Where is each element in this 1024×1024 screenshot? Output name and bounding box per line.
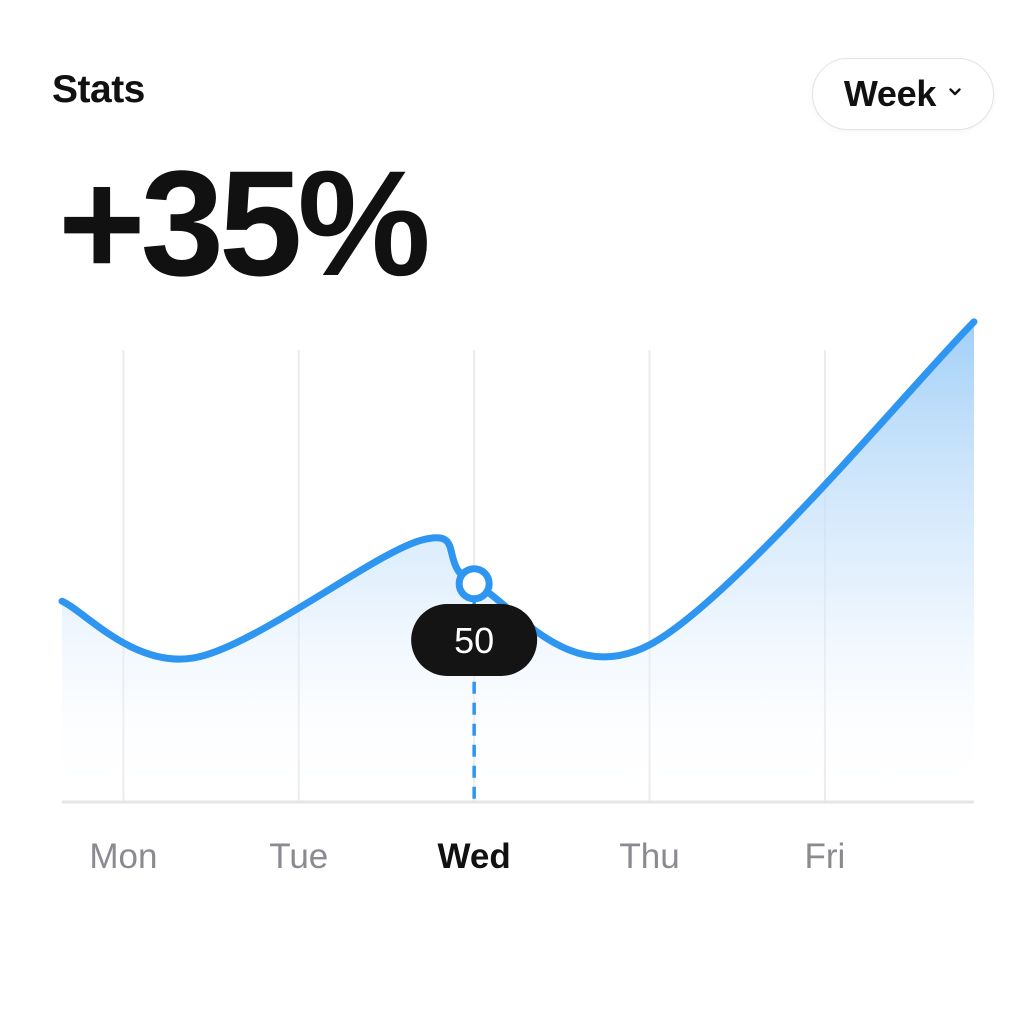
period-dropdown[interactable]: Week <box>812 58 994 130</box>
chevron-down-icon <box>949 88 961 96</box>
stats-headline-value: +35% <box>58 139 431 307</box>
value-tooltip: 50 <box>411 604 538 676</box>
series-area-fill <box>62 321 974 802</box>
tooltip-value: 50 <box>454 620 494 661</box>
page-title: Stats <box>52 68 145 111</box>
period-dropdown-value: Week <box>843 73 937 114</box>
x-tick-label-thu[interactable]: Thu <box>619 837 679 876</box>
x-tick-label-fri[interactable]: Fri <box>805 837 846 876</box>
selected-point-marker[interactable] <box>455 565 493 603</box>
x-tick-label-tue[interactable]: Tue <box>269 837 328 876</box>
x-tick-label-wed[interactable]: Wed <box>438 837 511 876</box>
x-tick-label-mon[interactable]: Mon <box>89 837 157 876</box>
